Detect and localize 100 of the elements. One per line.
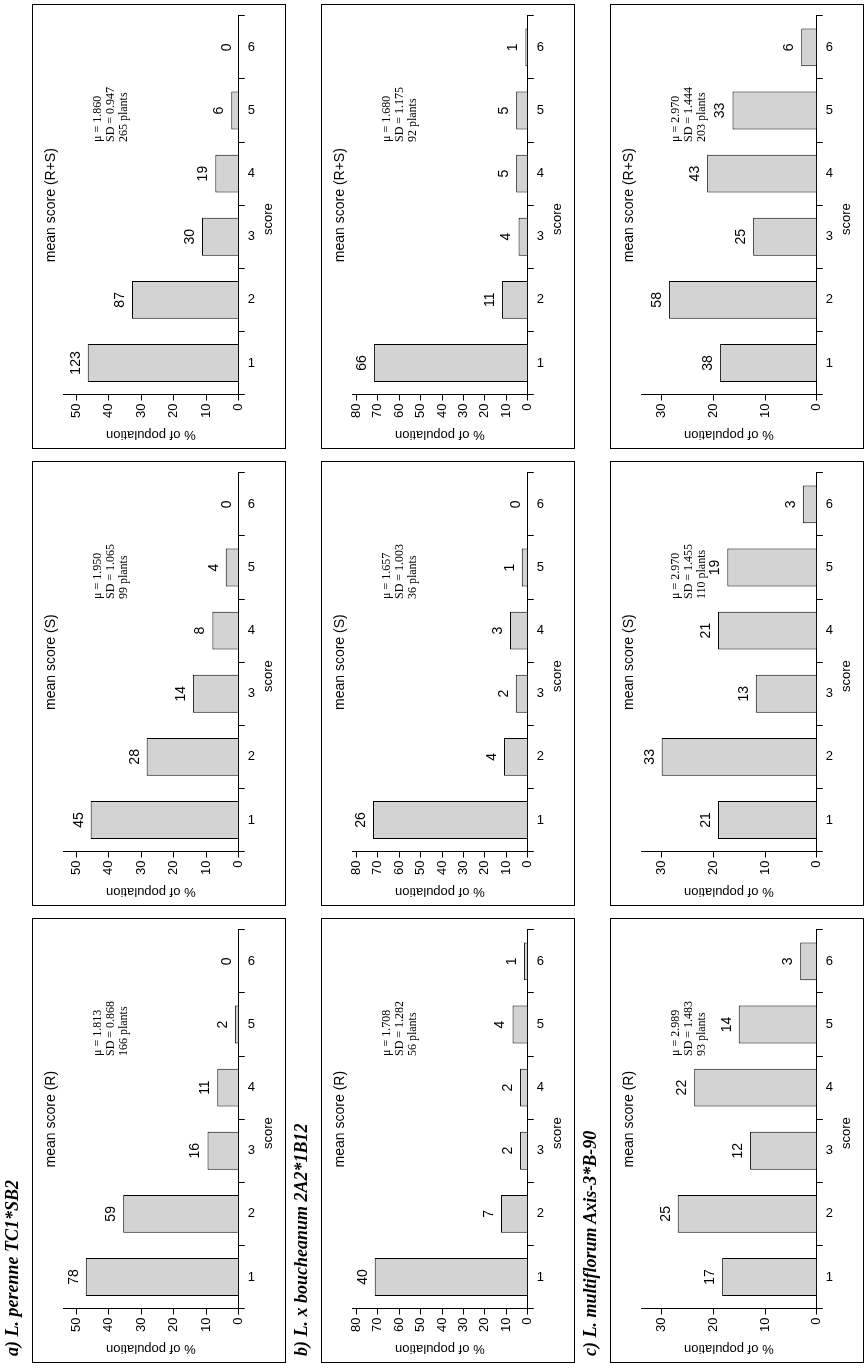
y-tick-label: 1 — [247, 354, 255, 370]
x-tick-label: 0 — [519, 860, 535, 868]
y-tick-label: 4 — [825, 622, 833, 638]
y-axis-title: score — [838, 1117, 854, 1150]
annotation: 203 plants — [694, 92, 709, 143]
y-tick-label: 5 — [825, 102, 833, 118]
x-tick-label: 40 — [433, 1317, 449, 1333]
x-tick-label: 30 — [653, 403, 669, 419]
annotation: 1 — [504, 43, 521, 52]
annotation: 4 — [204, 563, 221, 572]
x-tick-label: 50 — [67, 1317, 83, 1333]
annotation: 87 — [110, 291, 127, 308]
annotation: 21 — [696, 811, 713, 828]
y-tick-label: 4 — [536, 1079, 544, 1095]
y-tick-label: 4 — [536, 622, 544, 638]
x-axis-title: % of population — [684, 428, 774, 444]
x-tick-label: 10 — [756, 1317, 772, 1333]
y-tick-label: 3 — [825, 685, 833, 701]
y-tick-label: 1 — [536, 1268, 544, 1284]
x-tick-label: 20 — [704, 403, 720, 419]
annotation: 14 — [171, 685, 188, 702]
x-tick-label: 30 — [455, 403, 471, 419]
y-tick-label: 6 — [536, 495, 544, 511]
y-tick-label: 5 — [247, 102, 255, 118]
y-tick-label: 1 — [825, 354, 833, 370]
y-tick-label: 4 — [247, 622, 255, 638]
y-tick-label: 1 — [825, 811, 833, 827]
y-tick-label: 6 — [247, 495, 255, 511]
x-tick-label: 0 — [230, 860, 246, 868]
x-axis-title: % of population — [106, 1342, 196, 1358]
y-tick-label: 6 — [247, 38, 255, 54]
x-tick-label: 70 — [369, 860, 385, 876]
x-tick-label: 0 — [808, 403, 824, 411]
x-tick-label: 50 — [412, 860, 428, 876]
annotation: 13 — [734, 685, 751, 702]
annotation: 5 — [495, 169, 512, 178]
annotation: μ = 1.708 — [379, 1009, 394, 1057]
annotation: 30 — [180, 228, 197, 245]
annotation: 123 — [66, 351, 83, 375]
y-axis-title: score — [549, 203, 565, 236]
text: mean score (R) — [41, 1070, 58, 1168]
annotation: SD = 1.003 — [392, 543, 407, 600]
y-tick-label: 5 — [536, 102, 544, 118]
y-tick-label: 2 — [825, 1205, 833, 1221]
x-tick-label: 70 — [369, 1317, 385, 1333]
x-tick-label: 40 — [100, 860, 116, 876]
x-tick-label: 10 — [756, 403, 772, 419]
x-tick-label: 20 — [476, 403, 492, 419]
x-tick-label: 30 — [132, 1317, 148, 1333]
annotation: SD = 1.455 — [681, 543, 696, 600]
y-tick-label: 2 — [247, 291, 255, 307]
annotation: 17 — [701, 1268, 718, 1285]
x-tick-label: 80 — [347, 860, 363, 876]
x-tick-label: 30 — [455, 1317, 471, 1333]
x-tick-label: 10 — [197, 1317, 213, 1333]
x-tick-label: 20 — [476, 1317, 492, 1333]
y-tick-label: 4 — [825, 1079, 833, 1095]
annotation: SD = 1.483 — [681, 1000, 696, 1057]
annotation: SD = 1.175 — [392, 86, 407, 143]
y-tick-label: 4 — [247, 165, 255, 181]
annotation: μ = 1.950 — [90, 552, 105, 600]
y-tick-label: 3 — [825, 228, 833, 244]
annotation: 78 — [64, 1268, 81, 1285]
x-tick-label: 50 — [67, 403, 83, 419]
annotation: 99 plants — [116, 555, 131, 600]
annotation: 3 — [781, 500, 798, 509]
annotation: SD = 1.444 — [681, 86, 696, 143]
annotation: μ = 2.970 — [668, 552, 683, 600]
y-tick-label: 4 — [825, 165, 833, 181]
x-tick-label: 40 — [433, 403, 449, 419]
y-tick-label: 6 — [825, 495, 833, 511]
annotation: 4 — [497, 232, 514, 241]
text: mean score (S) — [41, 614, 58, 711]
x-tick-label: 0 — [808, 860, 824, 868]
x-tick-label: 30 — [132, 860, 148, 876]
annotation: 0 — [217, 43, 234, 52]
x-tick-label: 20 — [165, 403, 181, 419]
text: c) L. multiflorum Axis-3*B-90 — [580, 1129, 601, 1356]
y-tick-label: 2 — [536, 1205, 544, 1221]
annotation: μ = 1.860 — [90, 95, 105, 143]
y-tick-label: 3 — [536, 685, 544, 701]
x-tick-label: 0 — [230, 1317, 246, 1325]
annotation: 3 — [488, 626, 505, 635]
annotation: μ = 1.680 — [379, 95, 394, 143]
y-tick-label: 3 — [825, 1142, 833, 1158]
y-tick-label: 4 — [247, 1079, 255, 1095]
x-tick-label: 0 — [519, 1317, 535, 1325]
annotation: 22 — [673, 1079, 690, 1096]
y-axis-title: score — [260, 203, 276, 236]
y-tick-label: 3 — [536, 228, 544, 244]
y-tick-label: 3 — [247, 1142, 255, 1158]
annotation: 11 — [480, 292, 497, 308]
y-tick-label: 2 — [536, 291, 544, 307]
y-tick-label: 5 — [247, 1016, 255, 1032]
annotation: 2 — [498, 1083, 515, 1092]
x-tick-label: 50 — [412, 1317, 428, 1333]
x-tick-label: 0 — [808, 1317, 824, 1325]
annotation: 1 — [500, 563, 517, 572]
x-tick-label: 80 — [347, 1317, 363, 1333]
y-tick-label: 1 — [536, 354, 544, 370]
